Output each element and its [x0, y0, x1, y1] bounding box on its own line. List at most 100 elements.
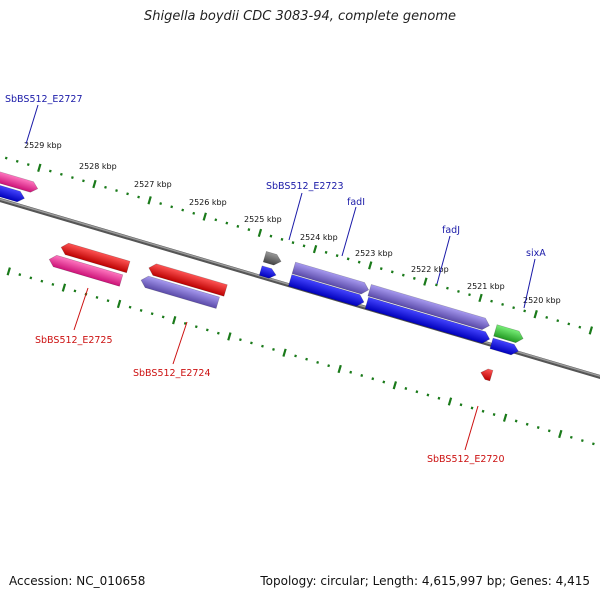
gene-SbBS512_E2720[interactable] [479, 367, 494, 382]
gene-sixA[interactable] [493, 324, 525, 345]
minor-tick [261, 344, 264, 348]
gene-blue-4[interactable] [364, 296, 491, 345]
minor-tick [216, 331, 220, 335]
minor-tick [95, 295, 99, 299]
major-tick [147, 196, 152, 205]
minor-tick [305, 357, 308, 361]
minor-tick [225, 221, 229, 225]
minor-tick [170, 205, 174, 209]
leader-sixA [523, 258, 536, 309]
leader-SbBS512_E2725 [73, 287, 89, 331]
major-tick [588, 326, 594, 335]
minor-tick [205, 328, 209, 332]
major-tick [447, 397, 453, 406]
minor-tick [512, 306, 516, 310]
tick-label-2528: 2528 kbp [79, 162, 117, 171]
major-tick [116, 299, 122, 309]
gene-label-SbBS512_E2723[interactable]: SbBS512_E2723 [266, 181, 344, 192]
tick-label-2527: 2527 kbp [134, 180, 172, 189]
gene-fadJ[interactable] [367, 284, 491, 331]
gene-blue-5[interactable] [489, 337, 520, 356]
tick-label-2523: 2523 kbp [355, 249, 393, 258]
minor-tick [327, 364, 331, 368]
minor-tick [426, 393, 430, 397]
gene-label-SbBS512_E2724[interactable]: SbBS512_E2724 [133, 368, 211, 379]
minor-tick [29, 276, 33, 280]
minor-tick [481, 409, 485, 413]
leader-SbBS512_E2723 [288, 192, 303, 241]
minor-tick [556, 319, 560, 323]
minor-tick [390, 270, 394, 274]
minor-tick [324, 250, 328, 254]
gene-blue-1[interactable] [0, 180, 26, 204]
gene-labels: SbBS512_E2727 SbBS512_E2723 fadI fadJ si… [5, 94, 546, 465]
minor-tick [126, 192, 129, 196]
minor-tick [269, 234, 273, 238]
minor-tick [437, 396, 441, 400]
minor-tick [73, 289, 77, 293]
minor-tick [59, 172, 63, 176]
minor-tick [415, 390, 419, 394]
major-tick [172, 316, 177, 325]
major-tick [392, 381, 398, 390]
minor-tick [569, 435, 573, 439]
major-tick [227, 332, 232, 341]
gene-features [0, 169, 525, 382]
gene-label-fadJ[interactable]: fadJ [442, 225, 460, 236]
tick-track-upper [4, 156, 594, 335]
minor-tick [82, 179, 85, 183]
topology-text: Topology: circular; Length: 4,615,997 bp… [260, 574, 590, 588]
minor-tick [316, 361, 320, 364]
minor-tick [404, 387, 408, 390]
gene-label-fadI[interactable]: fadI [347, 197, 365, 208]
gene-blue-2[interactable] [258, 265, 277, 280]
major-tick [478, 293, 483, 303]
minor-tick [470, 406, 474, 410]
major-tick [202, 212, 207, 221]
minor-tick [435, 283, 438, 287]
minor-tick [26, 163, 30, 167]
minor-tick [457, 289, 460, 293]
major-tick [502, 413, 508, 422]
gene-label-sixA[interactable]: sixA [526, 248, 546, 259]
minor-tick [161, 315, 165, 319]
gene-SbBS512_E2725[interactable] [48, 254, 124, 287]
minor-tick [137, 195, 140, 199]
leader-SbBS512_E2724 [172, 321, 188, 365]
major-tick [92, 179, 97, 189]
tick-label-2520: 2520 kbp [523, 296, 561, 305]
minor-tick [48, 169, 52, 173]
minor-tick [580, 439, 584, 442]
minor-tick [401, 273, 405, 277]
minor-tick [18, 273, 22, 277]
minor-tick [468, 293, 471, 297]
tick-label-2524: 2524 kbp [300, 233, 338, 242]
gene-SbBS512_E2724-top[interactable] [147, 262, 228, 297]
gene-SbBS512_E2724[interactable] [139, 274, 220, 309]
tick-label-2526: 2526 kbp [189, 198, 227, 207]
minor-tick [501, 302, 504, 306]
minor-tick [545, 315, 549, 319]
minor-tick [280, 237, 284, 241]
gene-SbBS512_E2723[interactable] [262, 251, 282, 266]
minor-tick [591, 442, 595, 446]
gene-label-SbBS512_E2725[interactable]: SbBS512_E2725 [35, 335, 113, 346]
gene-SbBS512_E2725-top[interactable] [59, 241, 131, 274]
gene-fadI[interactable] [291, 261, 370, 296]
leader-fadI [341, 206, 357, 257]
minor-tick [578, 325, 582, 329]
map-title: Shigella boydii CDC 3083-94, complete ge… [143, 9, 457, 24]
gene-label-SbBS512_E2727[interactable]: SbBS512_E2727 [5, 94, 83, 105]
genome-strip [0, 156, 600, 446]
major-tick [368, 261, 373, 270]
gene-SbBS512_E2727[interactable] [0, 169, 39, 194]
minor-tick [382, 380, 386, 384]
gene-blue-3[interactable] [288, 274, 365, 308]
minor-tick [71, 176, 74, 180]
minor-tick [302, 244, 306, 248]
minor-tick [150, 312, 154, 316]
minor-tick [236, 224, 240, 228]
minor-tick [349, 370, 353, 374]
gene-label-SbBS512_E2720[interactable]: SbBS512_E2720 [427, 454, 505, 465]
minor-tick [514, 419, 518, 423]
